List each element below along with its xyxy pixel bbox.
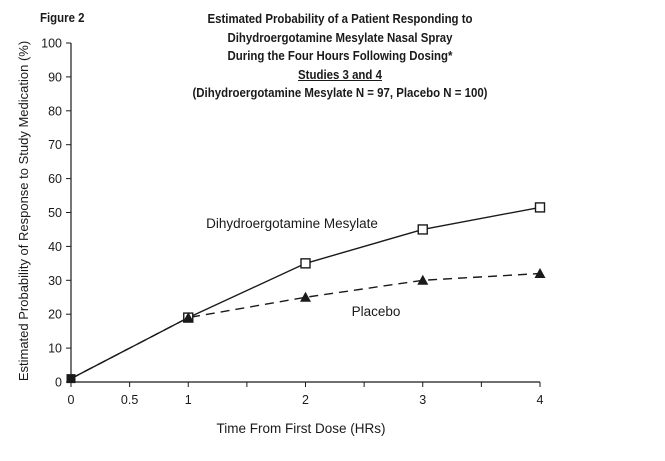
placebo-marker (417, 274, 429, 285)
title-line-3: During the Four Hours Following Dosing* (227, 48, 453, 63)
title-line-2: Dihydroergotamine Mesylate Nasal Spray (227, 29, 453, 45)
title-line-4: Studies 3 and 4 (298, 66, 382, 82)
title-line-5: (Dihydroergotamine Mesylate N = 97, Plac… (192, 85, 488, 100)
x-tick-label: 4 (537, 393, 544, 407)
y-axis-label: Estimated Probability of Response to Stu… (16, 41, 31, 381)
chart-title: Estimated Probability of a Patient Respo… (140, 10, 540, 103)
y-tick-label: 10 (48, 342, 62, 356)
x-tick-label: 0.5 (121, 393, 138, 407)
y-tick-label: 30 (48, 274, 62, 288)
placebo-marker (300, 291, 311, 302)
title-line-1: Estimated Probability of a Patient Respo… (207, 11, 473, 26)
y-tick-label: 70 (48, 138, 62, 152)
x-tick-label: 2 (302, 393, 309, 407)
y-tick-label: 60 (48, 172, 62, 186)
dihydroergotamine-marker (417, 224, 428, 235)
x-tick-label: 3 (419, 393, 426, 407)
series-markers (66, 202, 546, 384)
x-tick-label: 0 (68, 393, 75, 407)
placebo-marker (534, 268, 546, 278)
y-tick-label: 90 (48, 70, 62, 84)
dihydroergotamine-marker (534, 202, 546, 213)
placebo-marker (182, 312, 194, 323)
y-tick-label: 0 (55, 376, 62, 390)
y-tick-label: 40 (48, 240, 62, 254)
origin-marker (66, 374, 76, 384)
x-tick-label: 1 (185, 393, 192, 407)
y-tick-label: 80 (48, 104, 62, 118)
series-line-placebo (70, 272, 541, 380)
y-tick-label: 50 (48, 206, 62, 220)
dihydroergotamine-marker (300, 258, 311, 269)
y-tick-label: 100 (41, 37, 62, 51)
x-axis-label: Time From First Dose (HRs) (217, 421, 386, 436)
chart-axes (70, 43, 540, 383)
figure-label: Figure 2 (40, 10, 85, 25)
y-tick-label: 20 (48, 308, 62, 322)
series-label-dihydroergotamine: Dihydroergotamine Mesylate (206, 216, 378, 231)
series-label-placebo: Placebo (352, 304, 401, 319)
